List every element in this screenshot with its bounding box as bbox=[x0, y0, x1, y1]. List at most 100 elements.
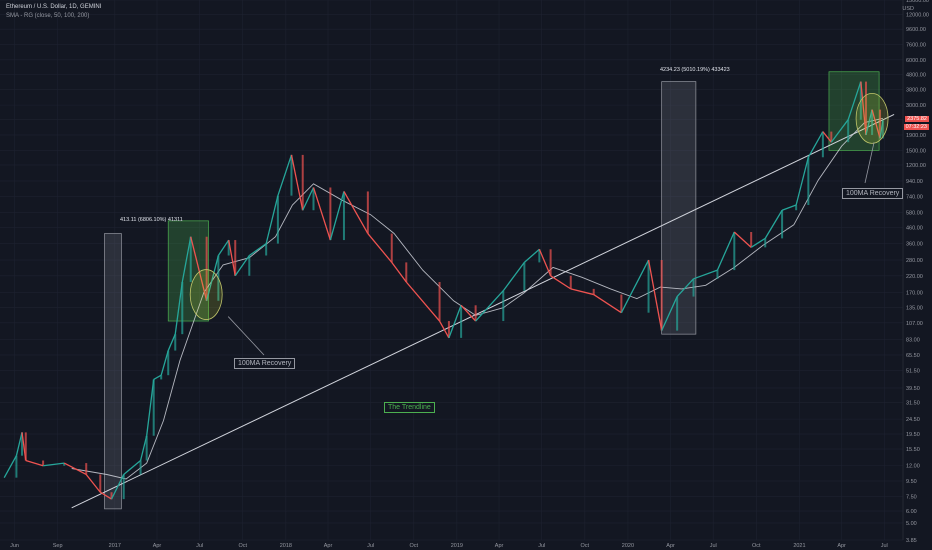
price-segment bbox=[110, 474, 125, 500]
y-tick-label: 15.50 bbox=[906, 447, 920, 453]
price-segment bbox=[290, 154, 304, 211]
range-label-right: 4234.23 (5010.19%) 433423 bbox=[660, 67, 730, 73]
price-candle bbox=[716, 270, 719, 279]
x-tick-label: Apr bbox=[666, 543, 675, 549]
symbol-title: Ethereum / U.S. Dollar, 1D, GEMINI bbox=[6, 4, 102, 10]
y-tick-label: 3000.00 bbox=[906, 103, 926, 109]
price-segment bbox=[160, 350, 169, 376]
y-tick-label: 1500.00 bbox=[906, 148, 926, 154]
x-tick-label: Apr bbox=[324, 543, 333, 549]
price-candle bbox=[750, 231, 753, 248]
x-tick-label: 2018 bbox=[280, 543, 292, 549]
y-tick-label: 580.00 bbox=[906, 210, 923, 216]
price-segment bbox=[277, 154, 293, 196]
price-candle bbox=[248, 255, 251, 276]
price-segment bbox=[647, 259, 663, 331]
price-candle bbox=[167, 350, 170, 376]
y-tick-label: 12000.00 bbox=[906, 13, 929, 19]
price-candle bbox=[42, 460, 45, 466]
price-candle bbox=[85, 463, 88, 475]
price-candle bbox=[110, 492, 113, 500]
price-segment bbox=[312, 187, 331, 241]
price-candle bbox=[227, 240, 230, 256]
y-tick-label: 170.00 bbox=[906, 291, 923, 297]
y-tick-label: 1900.00 bbox=[906, 133, 926, 139]
price-segment bbox=[167, 333, 176, 351]
price-candle bbox=[15, 455, 18, 478]
y-tick-label: 15000.00 bbox=[906, 0, 929, 4]
y-tick-label: 51.50 bbox=[906, 369, 920, 375]
price-candle bbox=[807, 157, 810, 206]
price-candle bbox=[879, 109, 882, 139]
x-tick-label: Jul bbox=[196, 543, 203, 549]
price-candle bbox=[21, 432, 24, 456]
price-candle bbox=[764, 238, 767, 248]
y-tick-label: 4800.00 bbox=[906, 72, 926, 78]
price-segment bbox=[190, 236, 208, 301]
price-segment bbox=[871, 109, 881, 139]
price-segment bbox=[716, 231, 735, 271]
y-tick-label: 6000.00 bbox=[906, 58, 926, 64]
y-tick-label: 107.00 bbox=[906, 321, 923, 327]
x-tick-label: 2021 bbox=[793, 543, 805, 549]
price-segment bbox=[153, 374, 162, 380]
price-segment bbox=[302, 187, 315, 211]
price-segment bbox=[234, 255, 250, 277]
recovery-label-right: 100MA Recovery bbox=[842, 188, 904, 199]
price-segment bbox=[448, 305, 462, 339]
price-segment bbox=[174, 281, 183, 335]
price-segment bbox=[63, 462, 87, 476]
price-segment bbox=[123, 460, 141, 475]
y-tick-label: 3800.00 bbox=[906, 88, 926, 94]
price-candle bbox=[152, 379, 155, 436]
x-tick-label: Oct bbox=[238, 543, 247, 549]
y-tick-label: 940.00 bbox=[906, 179, 923, 185]
price-segment bbox=[248, 243, 267, 257]
price-candle bbox=[830, 131, 833, 143]
x-tick-label: 2019 bbox=[451, 543, 463, 549]
price-candle bbox=[189, 236, 192, 282]
price-candle bbox=[847, 119, 850, 143]
y-tick-label: 135.00 bbox=[906, 306, 923, 312]
price-segment bbox=[550, 275, 572, 290]
x-tick-label: 2017 bbox=[109, 543, 121, 549]
y-tick-label: 6.00 bbox=[906, 509, 917, 515]
price-segment bbox=[460, 304, 477, 322]
price-candle bbox=[871, 109, 874, 135]
price-segment bbox=[795, 157, 809, 206]
y-tick-label: 740.00 bbox=[906, 195, 923, 201]
price-candle bbox=[592, 288, 595, 295]
price-candle bbox=[881, 120, 884, 139]
range-label-left: 413.11 (6806.10%) 41311 bbox=[120, 217, 183, 223]
price-segment bbox=[181, 236, 192, 283]
x-tick-label: Apr bbox=[837, 543, 846, 549]
price-candle bbox=[692, 278, 695, 297]
price-candle bbox=[676, 296, 679, 331]
y-tick-label: 12.00 bbox=[906, 464, 920, 470]
price-candle bbox=[447, 321, 450, 338]
y-tick-label: 7.50 bbox=[906, 494, 917, 500]
price-segment bbox=[438, 320, 450, 339]
price-candle bbox=[660, 260, 663, 331]
y-tick-label: 9600.00 bbox=[906, 27, 926, 33]
y-tick-label: 7600.00 bbox=[906, 42, 926, 48]
price-candle bbox=[174, 334, 177, 351]
price-candle bbox=[523, 262, 526, 291]
y-tick-label: 5.00 bbox=[906, 521, 917, 527]
recovery-ellipse bbox=[189, 269, 223, 320]
price-candle bbox=[438, 281, 441, 322]
x-tick-label: Apr bbox=[153, 543, 162, 549]
price-segment bbox=[85, 474, 101, 493]
price-segment bbox=[475, 290, 504, 322]
x-tick-label: 2020 bbox=[622, 543, 634, 549]
price-candle bbox=[864, 81, 867, 135]
price-candle bbox=[821, 131, 824, 158]
range-box bbox=[661, 81, 697, 335]
x-tick-label: Oct bbox=[409, 543, 418, 549]
price-candle bbox=[181, 281, 184, 335]
price-segment bbox=[217, 239, 230, 256]
price-candle bbox=[276, 195, 279, 244]
price-segment bbox=[593, 294, 622, 314]
price-segment bbox=[99, 491, 112, 500]
